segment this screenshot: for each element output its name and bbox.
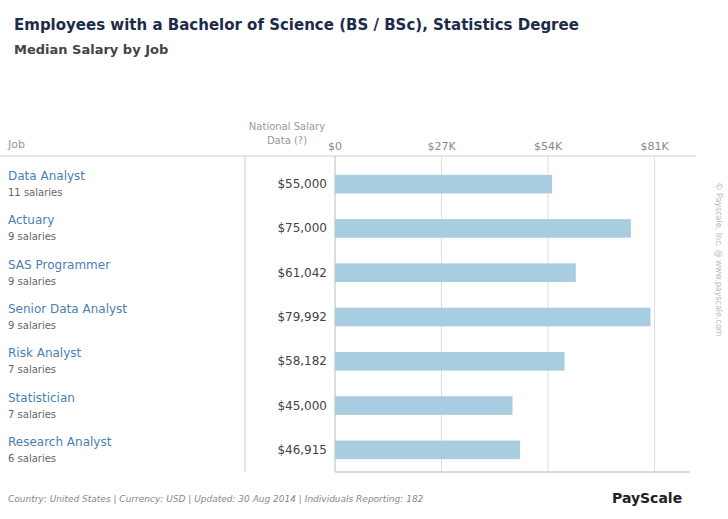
bar [335, 175, 552, 194]
data-label: $61,042 [277, 266, 327, 280]
category-note: 7 salaries [8, 364, 56, 375]
category-label: Risk Analyst [8, 346, 82, 360]
data-label: $55,000 [277, 177, 327, 191]
data-label: $75,000 [277, 221, 327, 235]
title: Employees with a Bachelor of Science (BS… [14, 16, 579, 34]
data-label: $58,182 [277, 354, 327, 368]
data-label: $79,992 [277, 310, 327, 324]
bar [335, 352, 564, 371]
tick-label: $0 [328, 140, 342, 153]
subtitle: Median Salary by Job [14, 42, 168, 57]
grid-line [654, 156, 655, 472]
category-note: 7 salaries [8, 409, 56, 420]
bar [335, 441, 520, 460]
category-note: 11 salaries [8, 187, 62, 198]
bar [335, 396, 513, 415]
data-label: $45,000 [277, 399, 327, 413]
separator [245, 156, 246, 472]
tick-label: $54K [534, 140, 563, 153]
data-label: $46,915 [277, 443, 327, 457]
category-label: Actuary [8, 213, 54, 227]
bars [335, 175, 651, 459]
chart: Employees with a Bachelor of Science (BS… [0, 0, 728, 519]
category-label: Research Analyst [8, 435, 112, 449]
category-label: Data Analyst [8, 169, 85, 183]
footer: Country: United States | Currency: USD |… [8, 494, 424, 504]
bar [335, 263, 576, 282]
category-label: Senior Data Analyst [8, 302, 127, 316]
column-header: National SalaryData (?) [249, 121, 325, 146]
bar [335, 219, 631, 238]
tick-label: $81K [640, 140, 669, 153]
category-note: 9 salaries [8, 231, 56, 242]
category-note: 9 salaries [8, 320, 56, 331]
column-header: Job [7, 138, 25, 151]
tick-label: $27K [427, 140, 456, 153]
category-note: 6 salaries [8, 453, 56, 464]
category-label: SAS Programmer [8, 258, 110, 272]
category-note: 9 salaries [8, 276, 56, 287]
category-label: Statistician [8, 391, 75, 405]
axis-line [335, 472, 690, 473]
watermark: © Payscale, Inc. @ www.payscale.com [714, 182, 723, 336]
logo-text: PayScale [612, 490, 682, 506]
separator [0, 156, 696, 157]
bar [335, 308, 651, 327]
